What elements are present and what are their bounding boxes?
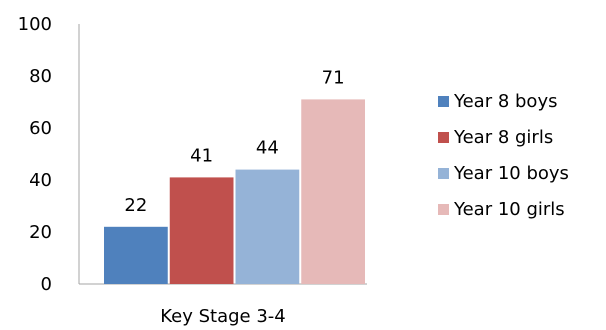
y-tick-label: 0 <box>41 274 52 295</box>
x-category-label: Key Stage 3-4 <box>160 306 286 327</box>
y-tick-label: 80 <box>29 66 52 87</box>
legend-label: Year 10 girls <box>453 199 565 220</box>
legend-swatch <box>438 96 449 107</box>
legend-swatch <box>438 168 449 179</box>
y-axis-ticks: 0 20 40 60 80 100 <box>18 14 52 295</box>
legend-swatch <box>438 204 449 215</box>
legend-swatch <box>438 132 449 143</box>
bar-value-label: 41 <box>190 145 213 166</box>
bar <box>301 99 365 285</box>
y-tick-label: 40 <box>29 170 52 191</box>
bar-value-label: 22 <box>124 195 147 216</box>
bar <box>104 226 168 284</box>
legend-label: Year 8 boys <box>453 91 557 112</box>
y-tick-label: 20 <box>29 222 52 243</box>
bars <box>104 99 365 285</box>
bar-value-label: 71 <box>322 67 345 88</box>
bar-value-label: 44 <box>256 138 279 159</box>
legend: Year 8 boys Year 8 girls Year 10 boys Year … <box>438 91 569 220</box>
legend-label: Year 10 boys <box>453 163 569 184</box>
bar <box>235 169 300 284</box>
legend-label: Year 8 girls <box>453 127 553 148</box>
y-tick-label: 100 <box>18 14 52 35</box>
y-tick-label: 60 <box>29 118 52 139</box>
data-labels: 22 41 44 71 <box>124 67 344 215</box>
bar <box>169 177 234 284</box>
